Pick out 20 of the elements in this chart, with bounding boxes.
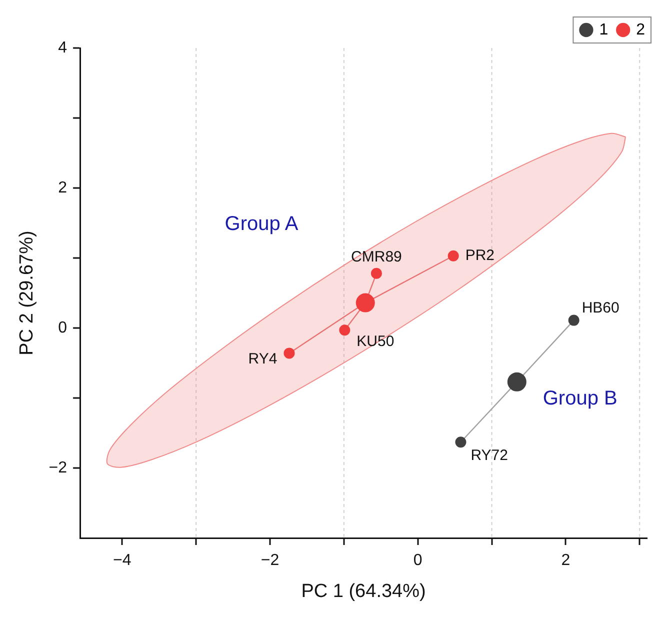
y-tick-label: 0	[58, 319, 68, 336]
annotation: CMR89	[351, 248, 402, 266]
annotation: RY4	[248, 350, 278, 368]
annotation: Group A	[224, 212, 299, 235]
y-tick-label: −2	[48, 459, 68, 476]
annotation: PR2	[465, 247, 495, 264]
annotation: HB60	[582, 299, 620, 316]
legend-label: 1	[599, 21, 608, 38]
x-tick-label: 2	[561, 552, 570, 570]
x-tick-label: −4	[113, 552, 132, 570]
x-tick-label: −2	[260, 552, 280, 570]
annotation: Group B	[542, 387, 618, 410]
y-tick-label: 2	[58, 179, 68, 196]
annotation: KU50	[356, 333, 394, 350]
y-tick-label: 4	[58, 39, 68, 56]
x-axis-title: PC 1 (64.34%)	[301, 580, 426, 602]
y-axis-title: PC 2 (29.67%)	[16, 230, 38, 356]
annotation: RY72	[470, 447, 508, 464]
x-tick-label: 0	[413, 552, 422, 570]
legend-label: 2	[636, 21, 646, 38]
